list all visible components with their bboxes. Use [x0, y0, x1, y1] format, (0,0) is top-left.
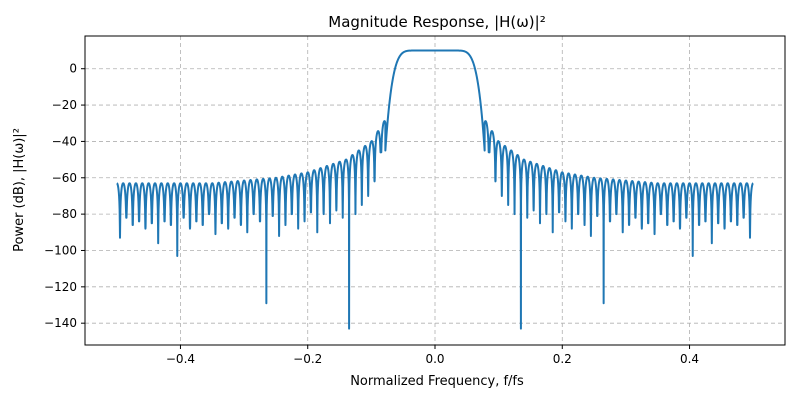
y-tick-label: −100: [44, 243, 77, 257]
x-tick-label: 0.2: [553, 352, 572, 366]
y-tick-label: −60: [52, 171, 77, 185]
chart-title: Magnitude Response, |H(ω)|²: [328, 13, 545, 31]
y-tick-label: −120: [44, 280, 77, 294]
y-tick-label: −20: [52, 98, 77, 112]
response-curve: [116, 49, 754, 330]
x-tick-label: 0.4: [680, 352, 699, 366]
axis-ticks: −0.4 −0.2 0.0 0.2 0.4 0 −20 −40 −60 −80 −100 −120 −1…: [44, 62, 699, 366]
y-tick-label: 0: [69, 62, 77, 76]
y-tick-label: −140: [44, 316, 77, 330]
y-tick-label: −40: [52, 134, 77, 148]
y-tick-label: −80: [52, 207, 77, 221]
x-tick-label: 0.0: [425, 352, 444, 366]
grid: [85, 36, 785, 345]
x-tick-label: −0.4: [166, 352, 195, 366]
x-axis-label: Normalized Frequency, f/fs: [350, 374, 524, 389]
x-tick-label: −0.2: [293, 352, 322, 366]
y-axis-label: Power (dB), |H(ω)|²: [12, 128, 27, 252]
